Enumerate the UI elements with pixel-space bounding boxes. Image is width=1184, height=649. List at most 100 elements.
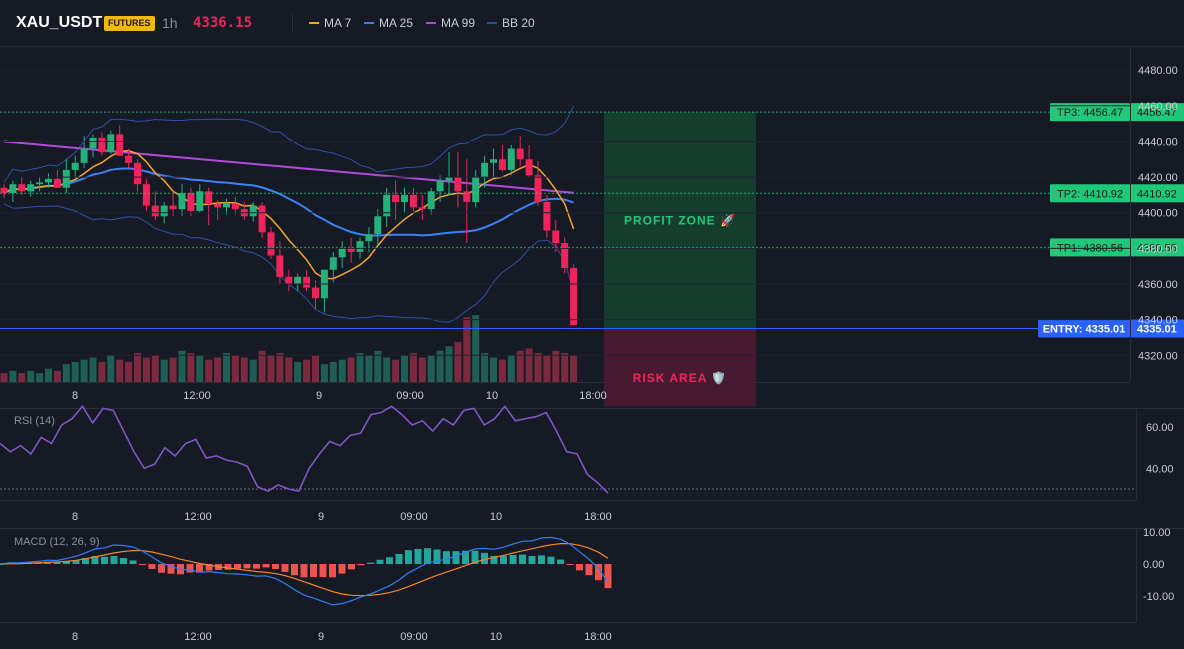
candle-body[interactable] <box>45 178 52 183</box>
candle-body[interactable] <box>392 194 400 203</box>
macd-histogram-bar <box>395 553 403 564</box>
volume-bar <box>472 315 480 382</box>
tp1-label-box[interactable] <box>1050 238 1130 257</box>
tp2-label-box[interactable] <box>1050 184 1130 203</box>
candle-body[interactable] <box>258 205 266 233</box>
candle-body[interactable] <box>187 193 195 211</box>
candle-body[interactable] <box>9 184 17 194</box>
tp3-label[interactable]: TP3: 4456.47 <box>1057 107 1123 119</box>
candle-body[interactable] <box>383 194 391 217</box>
risk-zone <box>604 328 756 406</box>
candle-body[interactable] <box>561 243 569 268</box>
candle-body[interactable] <box>552 230 560 244</box>
candle-body[interactable] <box>472 177 480 203</box>
candle-body[interactable] <box>125 155 133 163</box>
volume-bar <box>445 346 453 382</box>
candle-body[interactable] <box>231 203 239 210</box>
volume-bar <box>258 350 266 382</box>
legend-ma7[interactable]: MA 7 <box>309 16 351 30</box>
candle-body[interactable] <box>418 207 426 210</box>
candle-body[interactable] <box>53 178 61 188</box>
volume-bar <box>525 348 533 382</box>
candle-body[interactable] <box>543 202 551 231</box>
candle-body[interactable] <box>409 194 417 208</box>
candle-body[interactable] <box>98 137 106 153</box>
candle-body[interactable] <box>285 276 293 284</box>
candle-body[interactable] <box>249 205 257 217</box>
candle-body[interactable] <box>116 134 124 156</box>
candle-body[interactable] <box>436 180 444 192</box>
candle-body[interactable] <box>223 203 230 208</box>
legend-bb20[interactable]: BB 20 <box>487 16 535 30</box>
candle-body[interactable] <box>71 162 79 170</box>
candle-body[interactable] <box>445 177 453 181</box>
candle-body[interactable] <box>276 255 284 277</box>
macd-histogram-bar <box>500 555 507 564</box>
tp2-label[interactable]: TP2: 4410.92 <box>1057 188 1123 200</box>
candle-body[interactable] <box>160 205 168 217</box>
candle-body[interactable] <box>178 193 186 210</box>
macd-histogram-bar <box>557 559 564 564</box>
candle-body[interactable] <box>214 203 222 208</box>
candle-body[interactable] <box>267 232 275 256</box>
candle-body[interactable] <box>498 159 506 170</box>
candle-body[interactable] <box>454 177 462 192</box>
candle-body[interactable] <box>142 184 150 206</box>
candle-body[interactable] <box>534 175 542 203</box>
candle-body[interactable] <box>36 182 44 185</box>
candle-body[interactable] <box>365 234 373 242</box>
volume-bar <box>205 359 213 382</box>
entry-label[interactable]: ENTRY: 4335.01 <box>1043 324 1126 336</box>
timeframe-label[interactable]: 1h <box>162 15 178 31</box>
candle-body[interactable] <box>516 148 524 160</box>
candle-body[interactable] <box>0 187 8 194</box>
candle-body[interactable] <box>169 205 177 210</box>
candle-body[interactable] <box>151 205 159 217</box>
candle-body[interactable] <box>329 257 337 270</box>
candle-body[interactable] <box>62 169 70 188</box>
macd-histogram-bar <box>443 551 450 564</box>
candle-body[interactable] <box>196 191 204 211</box>
candle-body[interactable] <box>525 159 533 176</box>
candle-body[interactable] <box>507 148 515 170</box>
symbol-name[interactable]: XAU_USDT <box>16 14 103 31</box>
macd-histogram-bar <box>424 548 431 564</box>
candlesticks[interactable] <box>0 125 578 325</box>
candle-body[interactable] <box>107 134 115 153</box>
candle-body[interactable] <box>294 276 302 284</box>
rsi-pane[interactable]: 60.00 40.00 <box>0 404 1174 494</box>
candle-body[interactable] <box>338 248 346 258</box>
candle-body[interactable] <box>303 276 311 288</box>
candle-body[interactable] <box>463 191 471 203</box>
candle-body[interactable] <box>80 148 88 163</box>
candle-body[interactable] <box>205 191 213 204</box>
macd-pane[interactable]: 10.00 0.00 -10.00 <box>0 527 1174 606</box>
candle-body[interactable] <box>490 159 497 163</box>
candle-body[interactable] <box>134 162 141 185</box>
candle-body[interactable] <box>570 267 578 325</box>
price-axis[interactable]: 4480.00 4460.00 4440.00 4420.00 4400.00 4380.… <box>0 65 1178 362</box>
ma25-swatch <box>364 22 374 24</box>
candle-body[interactable] <box>27 184 35 192</box>
macd-histogram-bar <box>376 559 384 564</box>
candle-body[interactable] <box>401 194 408 203</box>
candle-body[interactable] <box>347 248 355 252</box>
candle-body[interactable] <box>481 162 489 178</box>
volume-bar <box>507 355 515 382</box>
legend-ma25[interactable]: MA 25 <box>364 16 413 30</box>
candle-body[interactable] <box>374 216 382 235</box>
volume-bar <box>134 352 141 382</box>
candle-body[interactable] <box>427 191 435 210</box>
legend-ma25-label: MA 25 <box>379 16 414 30</box>
volume-bar <box>62 364 70 382</box>
volume-bar <box>18 373 26 382</box>
candle-body[interactable] <box>312 287 319 299</box>
candle-body[interactable] <box>18 184 26 192</box>
candle-body[interactable] <box>356 241 364 252</box>
entry-label-box[interactable] <box>1038 319 1130 338</box>
legend-ma99[interactable]: MA 99 <box>426 16 475 30</box>
candle-body[interactable] <box>89 137 97 149</box>
tp3-label-box[interactable] <box>1050 103 1130 122</box>
